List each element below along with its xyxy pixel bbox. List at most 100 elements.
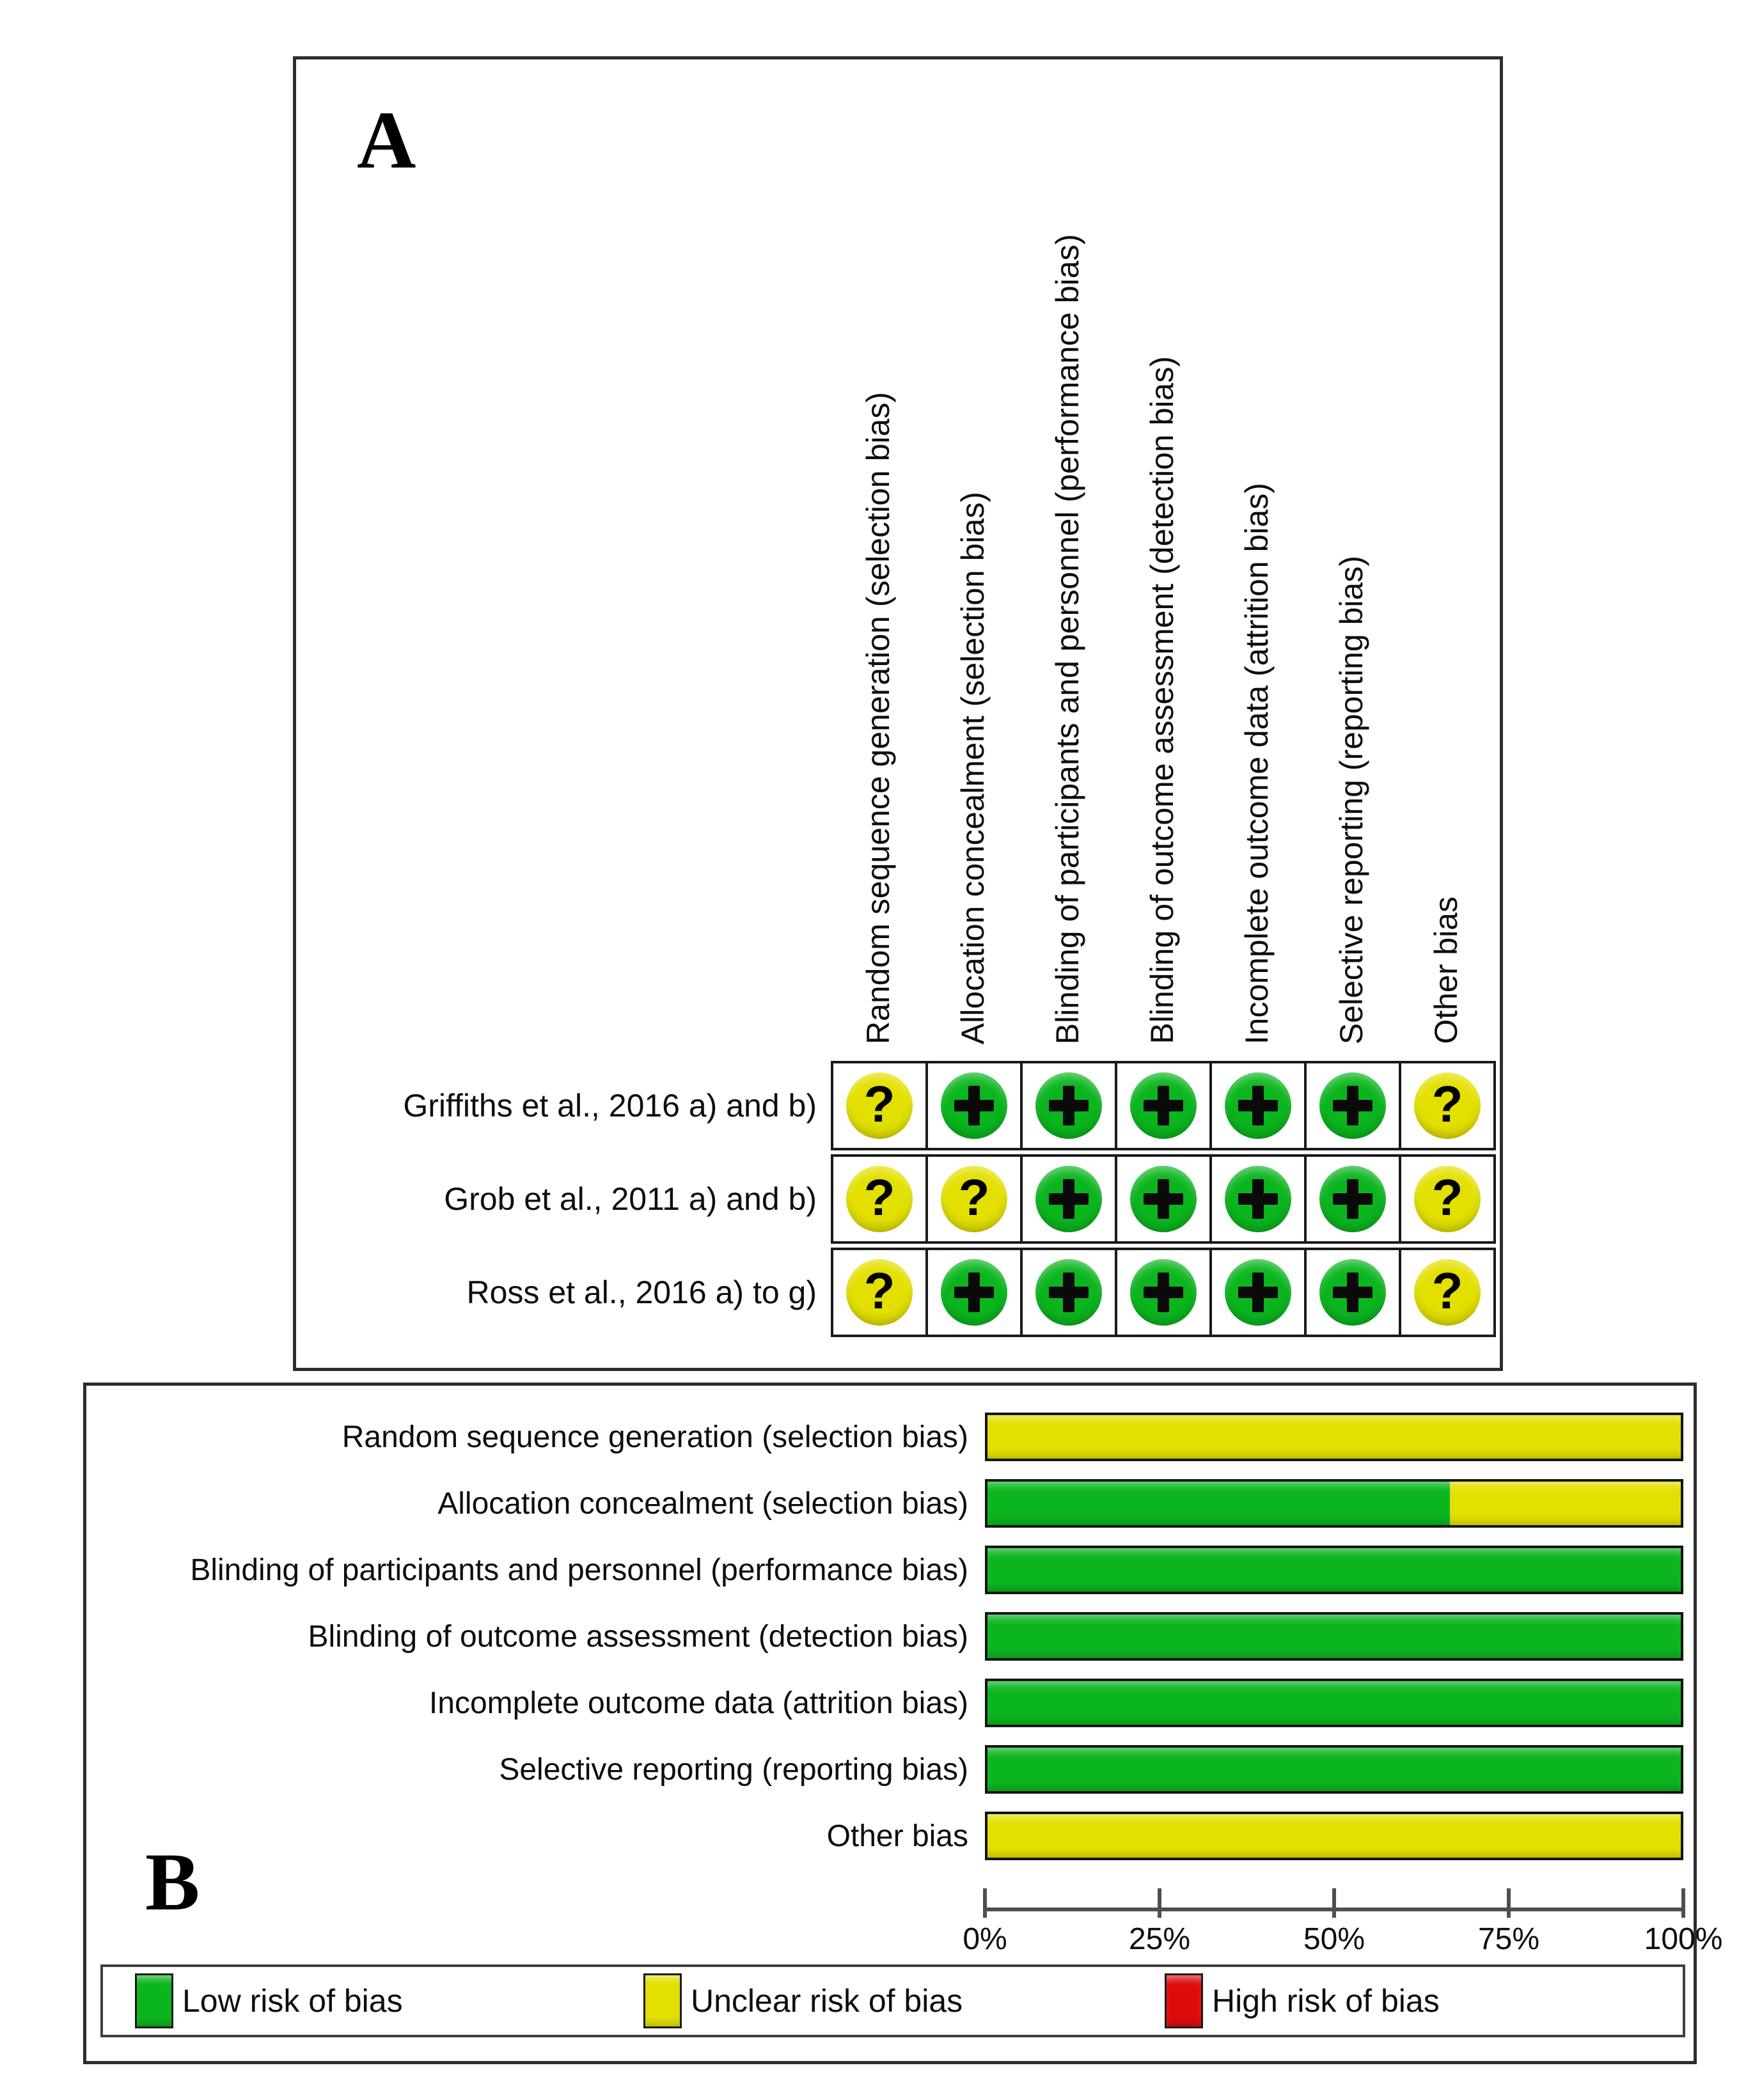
bar-row: Random sequence generation (selection bi…	[99, 1404, 1683, 1470]
bar-label: Allocation concealment (selection bias)	[437, 1486, 968, 1521]
domain-header-row: Random sequence generation (selection bi…	[831, 88, 1496, 1054]
percent-axis: 0% 25% 50% 75% 100%	[963, 1885, 1722, 1980]
question-icon: ?	[1431, 1169, 1463, 1226]
risk-circle-low	[941, 1072, 1007, 1139]
table-row: Grob et al., 2011 a) and b)???	[306, 1154, 1496, 1244]
panel-a-risk-of-bias-summary: A Random sequence generation (selection …	[293, 56, 1503, 1371]
plus-icon	[1049, 1086, 1089, 1125]
judgement-cell: ?	[831, 1154, 928, 1244]
bar-row: Other bias	[99, 1803, 1683, 1869]
judgement-cell	[925, 1248, 1023, 1337]
question-icon: ?	[1431, 1262, 1463, 1319]
axis-tick-label: 75%	[1477, 1922, 1540, 1956]
rob-summary-table: Random sequence generation (selection bi…	[306, 88, 1496, 1337]
axis-tick-label: 25%	[1128, 1922, 1191, 1956]
domain-header-label: Random sequence generation (selection bi…	[860, 391, 896, 1044]
plus-icon	[1049, 1179, 1089, 1219]
domain-header: Selective reporting (reporting bias)	[1304, 88, 1399, 1054]
question-icon: ?	[1431, 1076, 1463, 1132]
bar-track	[985, 1679, 1683, 1727]
legend: Low risk of bias Unclear risk of bias High…	[100, 1964, 1685, 2037]
risk-circle-unclear: ?	[1414, 1259, 1481, 1326]
table-row: Ross et al., 2016 a) to g)??	[306, 1248, 1496, 1337]
bar-row: Selective reporting (reporting bias)	[99, 1736, 1683, 1803]
domain-header: Blinding of participants and personnel (…	[1020, 88, 1115, 1054]
judgement-cell	[1209, 1154, 1307, 1244]
panel-a-label: A	[357, 95, 416, 185]
domain-header: Incomplete outcome data (attrition bias)	[1209, 88, 1304, 1054]
table-row: Griffiths et al., 2016 a) and b)??	[306, 1061, 1496, 1150]
plus-icon	[1144, 1273, 1183, 1312]
question-icon: ?	[863, 1076, 895, 1132]
bar-segment-low	[987, 1548, 1681, 1592]
plus-icon	[1333, 1273, 1373, 1312]
legend-item: Unclear risk of bias	[643, 1973, 963, 2028]
bar-segment-low	[987, 1748, 1681, 1791]
judgement-cell	[1209, 1061, 1307, 1150]
risk-circle-low	[1319, 1259, 1386, 1326]
question-icon: ?	[863, 1169, 895, 1226]
axis-tick	[1507, 1888, 1511, 1918]
domain-header: Allocation concealment (selection bias)	[925, 88, 1020, 1054]
plus-icon	[954, 1086, 994, 1125]
axis-tick-label: 100%	[1644, 1922, 1723, 1956]
risk-circle-low	[1319, 1166, 1386, 1232]
bar-segment-low	[987, 1482, 1451, 1525]
risk-circle-low	[1130, 1166, 1197, 1232]
domain-header: Random sequence generation (selection bi…	[831, 88, 925, 1054]
bar-track	[985, 1745, 1683, 1794]
judgement-cell: ?	[925, 1154, 1023, 1244]
risk-circle-low	[1225, 1259, 1291, 1326]
bar-track	[985, 1612, 1683, 1661]
panel-b-risk-of-bias-graph: B Random sequence generation (selection …	[83, 1383, 1722, 2064]
domain-header-label: Blinding of participants and personnel (…	[1049, 233, 1085, 1044]
risk-circle-unclear: ?	[846, 1166, 913, 1232]
judgement-cell	[1020, 1154, 1117, 1244]
risk-circle-low	[941, 1259, 1007, 1326]
risk-circle-low	[1225, 1166, 1291, 1232]
risk-circle-unclear: ?	[941, 1166, 1007, 1232]
bar-track	[985, 1812, 1683, 1860]
risk-circle-low	[1319, 1072, 1386, 1139]
legend-item: Low risk of bias	[135, 1973, 403, 2028]
study-label: Grob et al., 2011 a) and b)	[444, 1181, 817, 1217]
bar-row: Blinding of participants and personnel (…	[99, 1537, 1683, 1603]
legend-label: Low risk of bias	[182, 1983, 403, 2019]
domain-header-label: Other bias	[1428, 897, 1464, 1044]
judgement-cell	[1209, 1248, 1307, 1337]
axis-tick-label: 0%	[963, 1922, 1007, 1956]
rob-grid: Griffiths et al., 2016 a) and b)?? Grob e…	[306, 1061, 1496, 1337]
risk-circle-unclear: ?	[1414, 1072, 1481, 1139]
judgement-cell	[1304, 1154, 1401, 1244]
plus-icon	[954, 1273, 994, 1312]
domain-header-label: Selective reporting (reporting bias)	[1333, 555, 1369, 1044]
study-label: Ross et al., 2016 a) to g)	[466, 1274, 817, 1310]
judgement-cell: ?	[1399, 1061, 1496, 1150]
domain-header-label: Blinding of outcome assessment (detectio…	[1144, 356, 1180, 1044]
bar-segment-unclear	[987, 1415, 1681, 1459]
judgement-cell	[1020, 1248, 1117, 1337]
plus-icon	[1333, 1086, 1373, 1125]
bar-track	[985, 1546, 1683, 1594]
plus-icon	[1049, 1273, 1089, 1312]
plus-icon	[1238, 1086, 1278, 1125]
axis-tick	[1681, 1888, 1685, 1918]
bar-label: Random sequence generation (selection bi…	[342, 1420, 968, 1454]
bar-label: Blinding of outcome assessment (detectio…	[308, 1619, 968, 1654]
bar-row: Incomplete outcome data (attrition bias)	[99, 1670, 1683, 1736]
judgement-cell	[1115, 1248, 1212, 1337]
risk-circle-low	[1035, 1072, 1102, 1139]
risk-circle-low	[1130, 1072, 1197, 1139]
judgement-cell: ?	[1399, 1248, 1496, 1337]
risk-circle-unclear: ?	[1414, 1166, 1481, 1232]
legend-label: High risk of bias	[1212, 1983, 1440, 2019]
risk-circle-unclear: ?	[846, 1072, 913, 1139]
judgement-cell	[1115, 1154, 1212, 1244]
risk-circle-low	[1035, 1259, 1102, 1326]
domain-header-label: Allocation concealment (selection bias)	[954, 491, 991, 1044]
bar-label: Blinding of participants and personnel (…	[190, 1553, 968, 1587]
bar-track	[985, 1479, 1683, 1528]
plus-icon	[1238, 1179, 1278, 1219]
risk-circle-low	[1225, 1072, 1291, 1139]
